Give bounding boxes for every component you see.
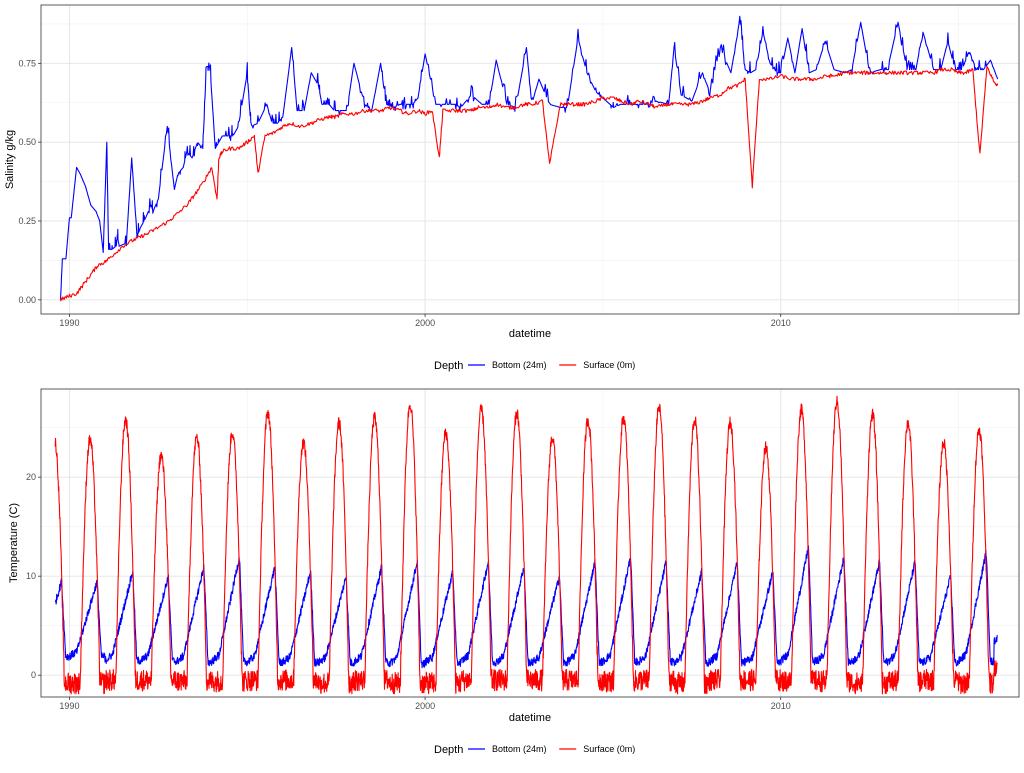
gridlines [41, 5, 1019, 314]
y-tick-label: 0.50 [18, 137, 36, 147]
x-tick-label: 2000 [415, 701, 435, 711]
y-axis-title: Temperature (C) [8, 503, 20, 583]
series-line-surface-0m [60, 65, 999, 302]
y-tick-label: 0.00 [18, 295, 36, 305]
legend-title: Depth [434, 360, 463, 372]
y-tick-label: 0.75 [18, 58, 36, 68]
x-tick-label: 2010 [771, 701, 791, 711]
x-axis-title: datetime [509, 712, 551, 724]
plot-area [41, 5, 1019, 314]
y-tick-label: 0.25 [18, 216, 36, 226]
legend: Depth Bottom (24m) Surface (0m) [434, 744, 635, 756]
series-line-surface-0m [54, 395, 998, 695]
legend-title: Depth [434, 744, 463, 756]
salinity-chart: 0.00 0.25 0.50 0.75 1990 2000 2010 datetime Sali… [4, 4, 1020, 372]
plot-area [41, 389, 1019, 697]
y-axis-title: Salinity g/kg [4, 130, 16, 189]
y-tick-label: 20 [26, 472, 36, 482]
legend: Depth Bottom (24m) Surface (0m) [434, 360, 635, 372]
series-line-bottom-24m [54, 544, 998, 669]
tick-labels: 0 10 20 1990 2000 2010 [26, 472, 791, 711]
legend-label-bottom-24m: Bottom (24m) [492, 360, 547, 370]
x-axis-title: datetime [509, 328, 551, 340]
x-tick-label: 1990 [59, 701, 79, 711]
tick-labels: 0.00 0.25 0.50 0.75 1990 2000 2010 [18, 58, 790, 328]
legend-label-surface-0m: Surface (0m) [583, 360, 635, 370]
series-line-bottom-24m [60, 15, 999, 300]
y-tick-label: 10 [26, 571, 36, 581]
x-tick-label: 2000 [415, 318, 435, 328]
panel-border [40, 388, 1020, 698]
panel-border [40, 4, 1020, 315]
temperature-chart: 0 10 20 1990 2000 2010 datetime Temperature (C)… [8, 388, 1020, 756]
x-tick-label: 2010 [771, 318, 791, 328]
legend-label-surface-0m: Surface (0m) [583, 744, 635, 754]
legend-label-bottom-24m: Bottom (24m) [492, 744, 547, 754]
x-tick-label: 1990 [59, 318, 79, 328]
y-tick-label: 0 [31, 670, 36, 680]
